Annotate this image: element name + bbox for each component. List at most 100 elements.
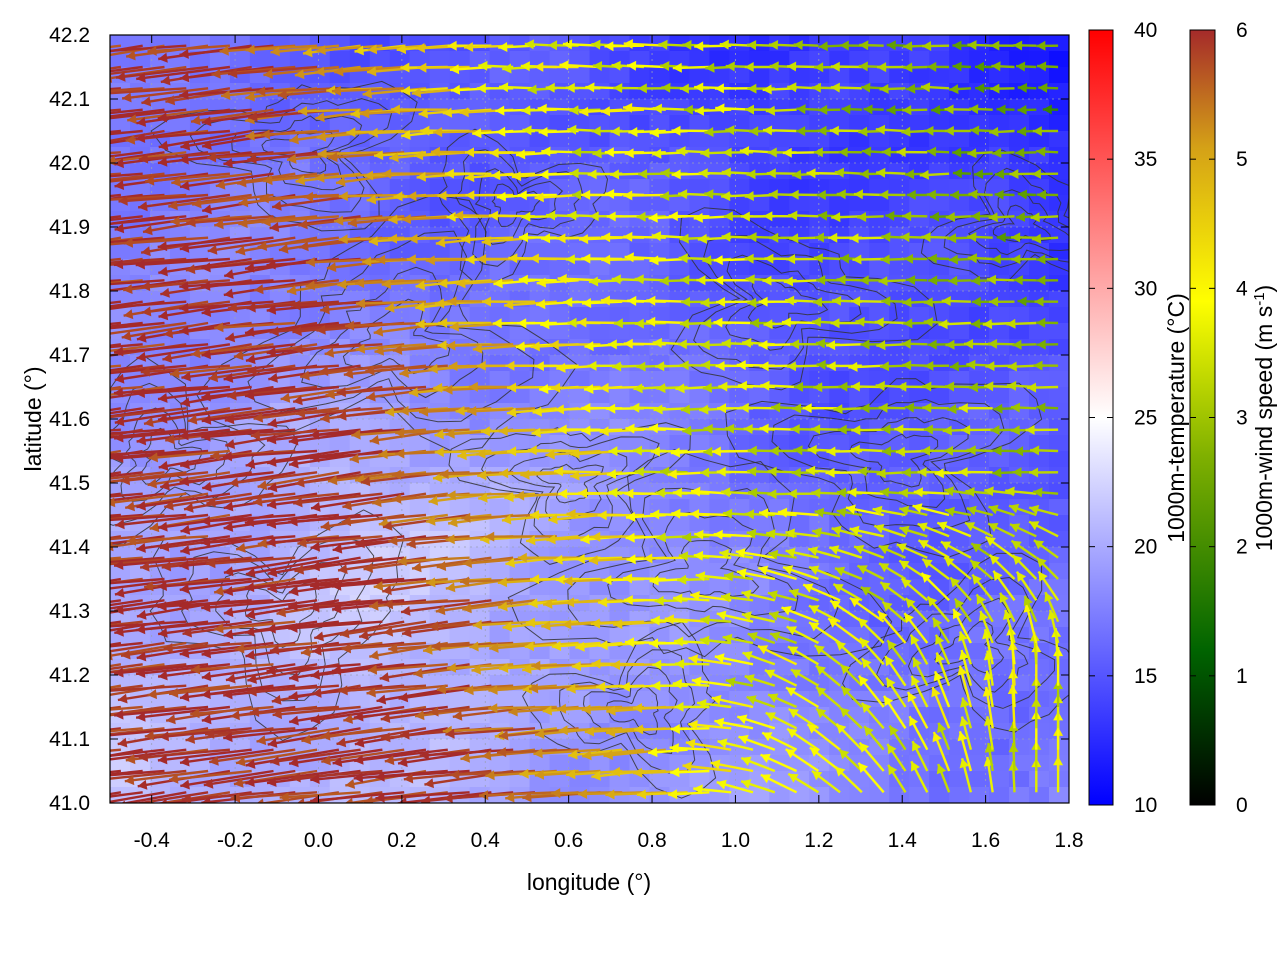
heatmap-cell bbox=[509, 307, 531, 324]
heatmap-cell bbox=[729, 243, 750, 260]
heatmap-cell bbox=[909, 211, 930, 228]
heatmap-cell bbox=[989, 339, 1010, 356]
heatmap-cell bbox=[1049, 115, 1069, 132]
heatmap-cell bbox=[489, 259, 511, 276]
heatmap-cell bbox=[549, 323, 571, 340]
heatmap-cell bbox=[369, 211, 391, 228]
heatmap-cell bbox=[969, 131, 990, 148]
heatmap-cell bbox=[149, 371, 171, 388]
heatmap-cell bbox=[709, 179, 730, 196]
heatmap-cell bbox=[629, 611, 651, 628]
heatmap-cell bbox=[429, 131, 451, 148]
heatmap-cell bbox=[429, 67, 451, 84]
wind-vector bbox=[110, 769, 122, 774]
heatmap-cell bbox=[729, 115, 750, 132]
y-tick-label: 41.0 bbox=[49, 792, 90, 815]
wind-vector bbox=[110, 641, 122, 647]
heatmap-cell bbox=[629, 179, 651, 196]
wind-speed-colorbar: 0 1 2 3 4 5 6 1000m-wind speed (m s-1) bbox=[1189, 19, 1277, 817]
heatmap-cell bbox=[509, 355, 531, 372]
heatmap-cell bbox=[1049, 419, 1069, 436]
heatmap-cell bbox=[489, 371, 511, 388]
heatmap-cell bbox=[1009, 163, 1030, 180]
heatmap-cell bbox=[269, 115, 291, 132]
y-tick-label: 41.2 bbox=[49, 664, 90, 687]
heatmap-cell bbox=[709, 403, 730, 420]
wind-vector bbox=[110, 449, 122, 455]
heatmap-cell bbox=[789, 67, 810, 84]
heatmap-cell bbox=[929, 259, 950, 276]
heatmap-cell bbox=[749, 515, 770, 532]
temperature-colorbar-tick-label: 40 bbox=[1134, 19, 1157, 42]
x-tick-label: 1.0 bbox=[721, 829, 750, 852]
heatmap-cell bbox=[629, 483, 651, 500]
heatmap-cell bbox=[709, 451, 730, 468]
heatmap-cell bbox=[1029, 451, 1050, 468]
heatmap-cell bbox=[729, 259, 750, 276]
heatmap-cell bbox=[589, 243, 611, 260]
heatmap-cell bbox=[669, 435, 690, 452]
heatmap-cell bbox=[529, 755, 551, 772]
heatmap-cell bbox=[1009, 99, 1030, 116]
heatmap-cell bbox=[509, 579, 531, 596]
heatmap-cell bbox=[549, 627, 571, 644]
heatmap-cell bbox=[429, 211, 451, 228]
heatmap-cell bbox=[689, 579, 710, 596]
heatmap-cell bbox=[589, 451, 611, 468]
heatmap-cell bbox=[329, 243, 351, 260]
heatmap-cell bbox=[449, 131, 471, 148]
heatmap-cell bbox=[749, 307, 770, 324]
heatmap-cell bbox=[489, 291, 511, 308]
heatmap-cell bbox=[929, 275, 950, 292]
heatmap-cell bbox=[309, 51, 331, 68]
heatmap-cell bbox=[689, 307, 710, 324]
heatmap-cell bbox=[529, 579, 551, 596]
heatmap-cell bbox=[569, 339, 591, 356]
heatmap-cell bbox=[489, 355, 511, 372]
heatmap-cell bbox=[429, 451, 451, 468]
heatmap-cell bbox=[110, 243, 131, 260]
heatmap-cell bbox=[469, 307, 491, 324]
heatmap-cell bbox=[649, 723, 671, 740]
heatmap-cell bbox=[669, 99, 690, 116]
heatmap-cell bbox=[689, 275, 710, 292]
heatmap-cell bbox=[669, 627, 690, 644]
heatmap-cell bbox=[389, 323, 411, 340]
heatmap-cell bbox=[409, 307, 431, 324]
heatmap-cell bbox=[569, 179, 591, 196]
heatmap-cell bbox=[269, 51, 291, 68]
heatmap-cell bbox=[1049, 147, 1069, 164]
heatmap-cell bbox=[349, 371, 371, 388]
heatmap-cell bbox=[569, 67, 591, 84]
heatmap-cell bbox=[709, 627, 730, 644]
heatmap-cell bbox=[629, 195, 651, 212]
heatmap-cell bbox=[909, 99, 930, 116]
x-tick-label: 0.8 bbox=[637, 829, 666, 852]
heatmap-cell bbox=[289, 51, 311, 68]
wind-vector bbox=[110, 65, 122, 70]
heatmap-cell bbox=[749, 451, 770, 468]
heatmap-cell bbox=[529, 115, 551, 132]
heatmap-cell bbox=[669, 67, 690, 84]
heatmap-cell bbox=[609, 243, 631, 260]
heatmap-cell bbox=[709, 467, 730, 484]
heatmap-cell bbox=[709, 387, 730, 404]
heatmap-cell bbox=[1049, 99, 1069, 116]
heatmap-cell bbox=[809, 179, 830, 196]
heatmap-cell bbox=[609, 163, 631, 180]
heatmap-cell bbox=[629, 243, 651, 260]
heatmap-cell bbox=[669, 35, 690, 52]
heatmap-cell bbox=[749, 387, 770, 404]
wind-vector bbox=[110, 108, 121, 112]
heatmap-cell bbox=[529, 691, 551, 708]
heatmap-cell bbox=[409, 115, 431, 132]
heatmap-cell bbox=[889, 67, 910, 84]
heatmap-cell bbox=[189, 51, 211, 68]
wind-vector bbox=[110, 44, 122, 49]
heatmap-cell bbox=[609, 627, 631, 644]
heatmap-cell bbox=[829, 195, 850, 212]
heatmap-cell bbox=[569, 275, 591, 292]
heatmap-cell bbox=[969, 787, 990, 803]
heatmap-cell bbox=[729, 99, 750, 116]
heatmap-cell bbox=[689, 131, 710, 148]
